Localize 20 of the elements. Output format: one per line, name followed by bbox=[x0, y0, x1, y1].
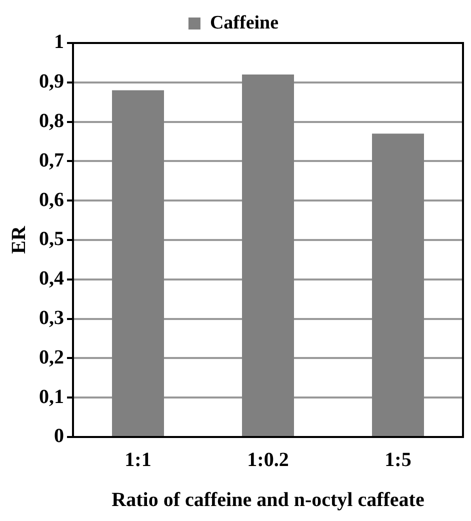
y-tick-label: 0 bbox=[54, 425, 64, 448]
y-tick-label: 0,1 bbox=[39, 386, 64, 408]
y-tick-label: 1 bbox=[54, 31, 64, 54]
y-tick-label: 0,3 bbox=[39, 306, 64, 329]
bar bbox=[372, 134, 424, 436]
bar bbox=[242, 74, 294, 436]
y-tick-label: 0,4 bbox=[39, 268, 64, 290]
x-tick-label: 1:5 bbox=[384, 449, 412, 472]
y-tick-label: 0,2 bbox=[39, 346, 64, 368]
y-tick-label: 0,9 bbox=[39, 70, 64, 93]
bar bbox=[112, 90, 164, 436]
y-axis-title: ER bbox=[8, 226, 30, 254]
y-tick-label: 0,5 bbox=[39, 228, 64, 250]
y-tick-label: 0,6 bbox=[39, 188, 64, 211]
x-tick-label: 1:1 bbox=[124, 449, 152, 472]
legend-label: Caffeine bbox=[210, 12, 279, 34]
y-tick-label: 0,8 bbox=[39, 110, 64, 132]
x-tick-label: 1:0.2 bbox=[247, 449, 289, 472]
x-axis-title: Ratio of caffeine and n-octyl caffeate bbox=[112, 489, 424, 512]
y-tick-label: 0,7 bbox=[39, 149, 64, 172]
